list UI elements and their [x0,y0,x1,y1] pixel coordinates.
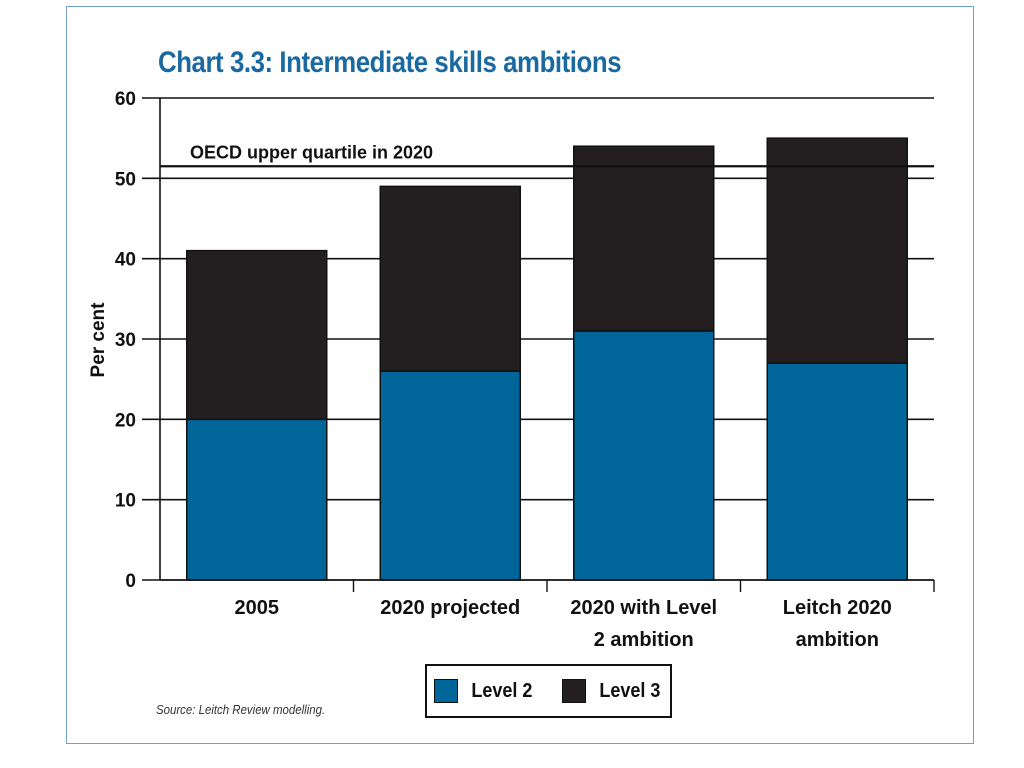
chart-title: Chart 3.3: Intermediate skills ambitions [158,46,622,79]
x-tick-label-2-0: 2020 with Level [570,597,717,619]
y-tick-label-30: 30 [115,330,136,351]
legend-item-level-2: Level 2 [433,679,536,703]
x-tick-label-2-1: 2 ambition [594,629,694,651]
y-axis-title: Per cent [88,302,109,378]
reference-line-label-0: OECD upper quartile in 2020 [190,142,433,162]
y-tick-label-20: 20 [115,410,136,431]
legend-swatch-level-2 [433,679,458,703]
bar-level-2-2 [573,330,715,581]
legend-item-level-3: Level 3 [561,679,664,703]
legend-swatch-level-3 [561,679,586,703]
x-tick-label-3-0: Leitch 2020 [783,597,892,619]
legend-label-level-2: Level 2 [471,679,533,702]
bar-level-3-3 [766,137,908,364]
bar-level-3-1 [379,185,521,372]
x-tick-label-3-1: ambition [796,629,879,651]
y-tick-label-10: 10 [115,491,136,512]
legend: Level 2 Level 3 [425,664,672,718]
legend-label-level-3: Level 3 [598,679,660,702]
source-note: Source: Leitch Review modelling. [156,702,326,717]
bar-level-3-2 [573,145,715,332]
y-tick-label-50: 50 [115,169,136,190]
y-tick-label-0: 0 [125,571,136,592]
chart-frame [66,6,974,744]
bar-level-2-1 [379,370,521,581]
x-tick-label-0-0: 2005 [235,597,280,619]
bar-level-3-0 [186,249,328,421]
x-tick-label-1-0: 2020 projected [380,597,520,619]
y-tick-label-60: 60 [115,89,136,110]
bar-level-2-0 [186,418,328,581]
bar-level-2-3 [766,362,908,581]
y-tick-label-40: 40 [115,250,136,271]
